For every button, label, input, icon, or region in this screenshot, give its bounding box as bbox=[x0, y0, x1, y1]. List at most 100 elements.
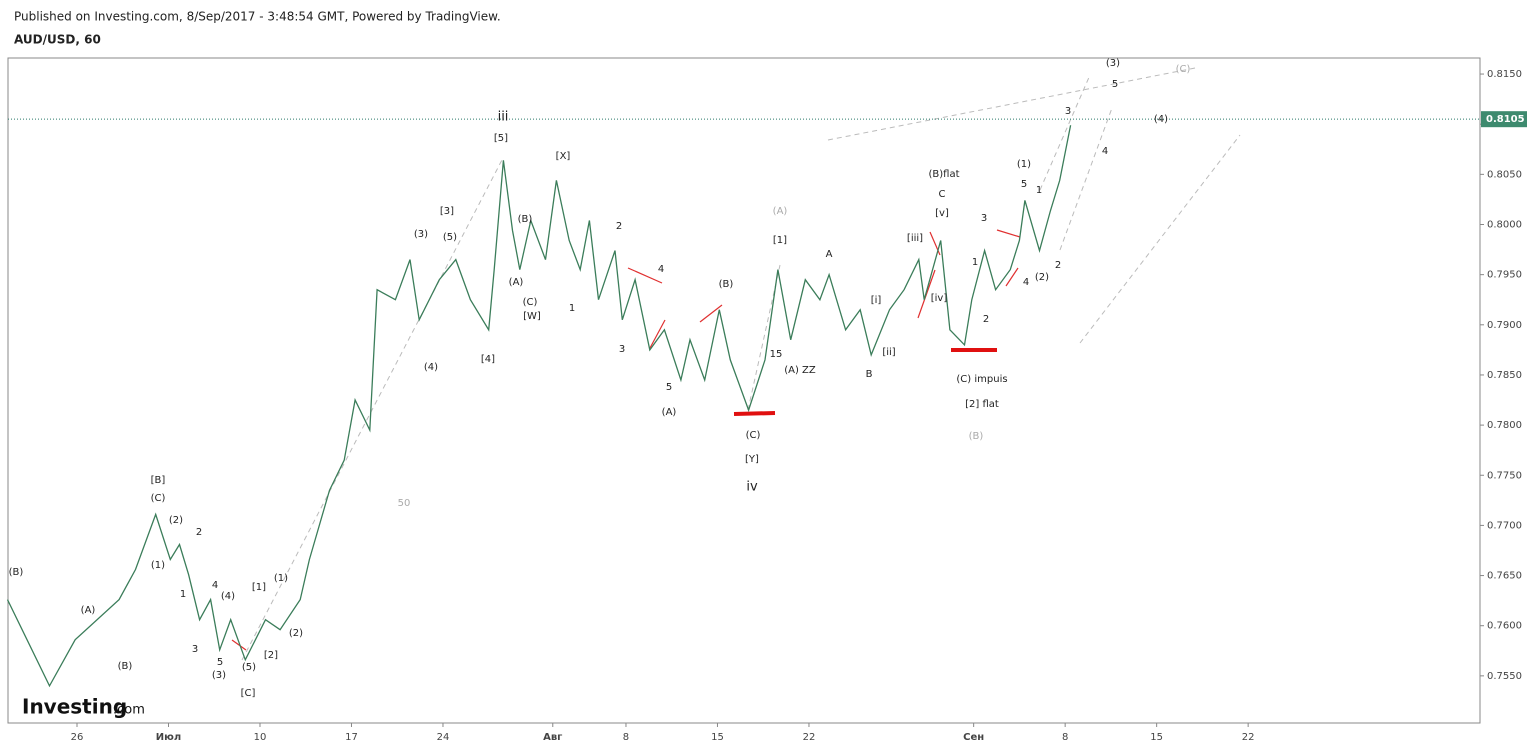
wave-label: 2 bbox=[1055, 260, 1061, 271]
trend-lines bbox=[241, 67, 1241, 661]
wave-label: (A) bbox=[509, 277, 524, 288]
wave-label: (C) bbox=[523, 297, 538, 308]
wave-label: (A) bbox=[662, 407, 677, 418]
wave-label: (1) bbox=[1017, 159, 1031, 170]
wave-label: [Y] bbox=[745, 454, 759, 465]
wave-label: (C) bbox=[1176, 64, 1191, 75]
wave-label: iv bbox=[746, 480, 758, 495]
x-tick-label: 24 bbox=[437, 732, 450, 743]
wave-label: [1] bbox=[773, 235, 787, 246]
wave-label: 3 bbox=[1065, 106, 1071, 117]
x-tick-label: Июл bbox=[156, 732, 181, 743]
x-tick-label: Авг bbox=[543, 732, 562, 743]
wave-label: [iv] bbox=[931, 293, 948, 304]
wave-label: (B) bbox=[9, 567, 24, 578]
y-tick-label: 0.7650 bbox=[1487, 571, 1522, 582]
y-tick-label: 0.8000 bbox=[1487, 220, 1522, 231]
wave-label: 50 bbox=[398, 498, 411, 509]
x-tick-label: 8 bbox=[1062, 732, 1068, 743]
y-tick-label: 0.7550 bbox=[1487, 671, 1522, 682]
logo-suffix: .com bbox=[113, 703, 145, 718]
wave-label: [i] bbox=[871, 295, 882, 306]
wave-label: 2 bbox=[196, 527, 202, 538]
y-tick-label: 0.7700 bbox=[1487, 520, 1522, 531]
wave-label: 1 bbox=[180, 589, 186, 600]
price-line bbox=[6, 125, 1072, 688]
wave-label: (A) bbox=[773, 206, 788, 217]
x-tick-label: 8 bbox=[623, 732, 629, 743]
wave-label: 3 bbox=[619, 344, 625, 355]
x-tick-label: 22 bbox=[803, 732, 816, 743]
plot-frame bbox=[7, 57, 1481, 724]
wave-label: (5) bbox=[242, 662, 256, 673]
y-tick-label: 0.7900 bbox=[1487, 320, 1522, 331]
wave-label: [X] bbox=[556, 151, 571, 162]
wave-label: 5 bbox=[217, 657, 223, 668]
wave-label: 2 bbox=[983, 314, 989, 325]
published: Published on Investing.com, 8/Sep/2017 -… bbox=[14, 10, 501, 24]
x-tick-label: Сен bbox=[963, 732, 984, 743]
y-tick-label: 0.7800 bbox=[1487, 420, 1522, 431]
wave-label: 5 bbox=[1112, 79, 1118, 90]
wave-label: 4 bbox=[212, 580, 218, 591]
wave-label: 4 bbox=[1023, 277, 1029, 288]
wave-label: [W] bbox=[523, 311, 541, 322]
x-tick-label: 17 bbox=[345, 732, 358, 743]
wave-label: 4 bbox=[1102, 146, 1108, 157]
wave-label: (1) bbox=[151, 560, 165, 571]
wave-label: C bbox=[939, 189, 946, 200]
wave-label: 5 bbox=[1021, 179, 1027, 190]
wave-label: 4 bbox=[658, 264, 664, 275]
wave-label: B bbox=[866, 369, 873, 380]
wave-label: (B) bbox=[719, 279, 734, 290]
wave-label: iii bbox=[498, 110, 509, 125]
wave-label: [iii] bbox=[907, 233, 923, 244]
wave-label: 3 bbox=[981, 213, 987, 224]
wave-label: [2] flat bbox=[965, 399, 999, 410]
wave-label: [C] bbox=[241, 688, 256, 699]
x-tick-label: 26 bbox=[71, 732, 84, 743]
y-tick-label: 0.7950 bbox=[1487, 270, 1522, 281]
x-tick-label: 22 bbox=[1242, 732, 1255, 743]
y-tick-label: 0.7600 bbox=[1487, 621, 1522, 632]
wave-label: (A) ZZ bbox=[784, 365, 816, 376]
y-tick-label: 0.8050 bbox=[1487, 169, 1522, 180]
wave-label: (1) bbox=[274, 573, 288, 584]
y-tick-label: 0.8150 bbox=[1487, 69, 1522, 80]
last-price-box bbox=[1481, 111, 1527, 128]
wave-label: 15 bbox=[770, 349, 783, 360]
wave-label: 3 bbox=[192, 644, 198, 655]
wave-label: 5 bbox=[666, 382, 672, 393]
wave-label: (3) bbox=[212, 670, 226, 681]
wave-label: 2 bbox=[616, 221, 622, 232]
wave-label: (5) bbox=[443, 232, 457, 243]
wave-label: (2) bbox=[289, 628, 303, 639]
logo: Investing bbox=[22, 695, 127, 719]
last-price-label: 0.8105 bbox=[1486, 114, 1525, 125]
wave-label: [4] bbox=[481, 354, 495, 365]
wave-markers bbox=[231, 229, 1021, 651]
wave-label: (2) bbox=[169, 515, 183, 526]
wave-label: (B) bbox=[118, 661, 133, 672]
wave-label: [2] bbox=[264, 650, 278, 661]
low-marker bbox=[733, 411, 776, 416]
wave-label: (B) bbox=[969, 431, 984, 442]
wave-label: 1 bbox=[972, 257, 978, 268]
wave-label: (C) impuis bbox=[956, 374, 1007, 385]
wave-label: (C) bbox=[746, 430, 761, 441]
symbol: AUD/USD, 60 bbox=[14, 33, 101, 47]
wave-label: [1] bbox=[252, 582, 266, 593]
x-tick-label: 15 bbox=[1150, 732, 1163, 743]
wave-label: (4) bbox=[221, 591, 235, 602]
wave-label: [B] bbox=[151, 475, 166, 486]
wave-label: 1 bbox=[1036, 185, 1042, 196]
wave-label: [5] bbox=[494, 133, 508, 144]
wave-label: (B)flat bbox=[928, 169, 959, 180]
wave-label: [3] bbox=[440, 206, 454, 217]
wave-label: (2) bbox=[1035, 272, 1049, 283]
wave-label: (B) bbox=[518, 214, 533, 225]
y-tick-label: 0.7750 bbox=[1487, 470, 1522, 481]
y-tick-label: 0.7850 bbox=[1487, 370, 1522, 381]
wave-label: (A) bbox=[81, 605, 96, 616]
